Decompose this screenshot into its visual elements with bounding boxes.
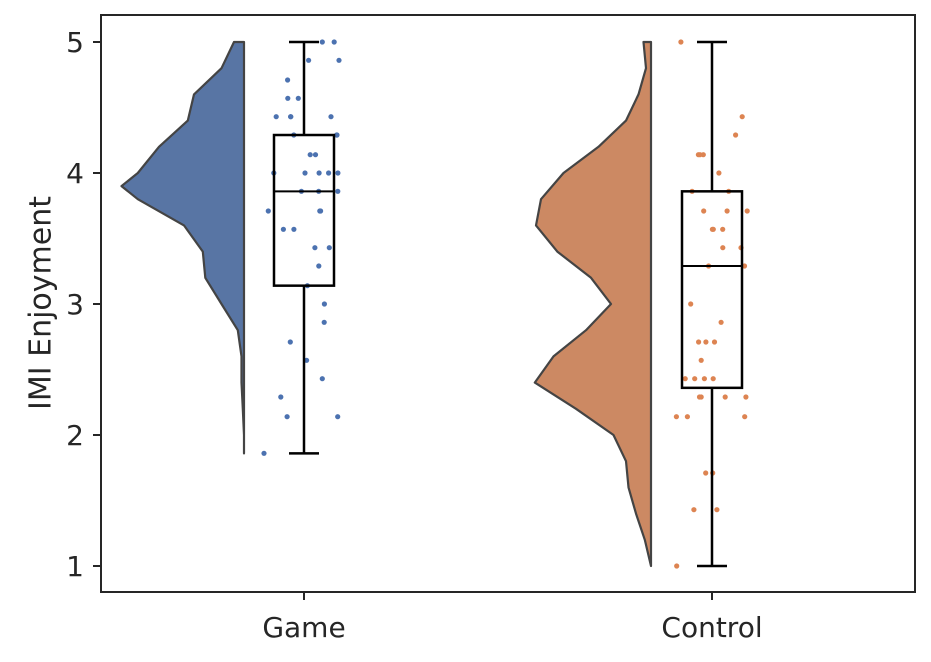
point-control — [701, 376, 708, 382]
box-game — [272, 133, 336, 287]
point-control — [743, 394, 749, 400]
point-game — [278, 394, 284, 400]
point-control — [720, 226, 726, 232]
point-game — [312, 152, 319, 158]
point-control — [709, 226, 716, 232]
point-control — [701, 208, 707, 214]
point-game — [326, 245, 332, 251]
point-control — [710, 376, 716, 382]
point-control — [692, 376, 698, 382]
point-game — [306, 57, 312, 63]
point-control — [695, 152, 702, 158]
point-game — [328, 114, 334, 120]
x-tick-label: Game — [262, 611, 345, 644]
point-control — [720, 245, 726, 251]
point-control — [722, 394, 728, 400]
point-game — [319, 39, 325, 45]
point-game — [307, 152, 313, 158]
point-control — [674, 563, 680, 569]
point-game — [321, 319, 327, 325]
point-control — [673, 414, 680, 420]
point-control — [711, 339, 718, 345]
point-game — [284, 414, 290, 420]
point-control — [703, 339, 709, 345]
point-control — [733, 132, 739, 138]
point-game — [280, 226, 286, 232]
point-game — [273, 114, 279, 120]
point-control — [684, 414, 691, 420]
point-game — [302, 170, 308, 176]
point-game — [291, 226, 297, 232]
violin-control — [533, 40, 653, 568]
point-control — [682, 376, 688, 382]
point-game — [265, 208, 271, 214]
point-game — [304, 357, 310, 363]
point-game — [316, 170, 322, 176]
point-control — [678, 39, 684, 45]
point-game — [336, 57, 342, 63]
plot-layer — [120, 39, 750, 569]
point-game — [285, 77, 291, 83]
point-control — [716, 170, 722, 176]
point-game — [335, 414, 341, 420]
point-control — [688, 301, 694, 307]
point-control — [718, 319, 724, 325]
point-control — [696, 394, 703, 400]
violin-game — [120, 40, 246, 455]
x-axis: Game Control — [262, 592, 763, 644]
point-control — [714, 507, 720, 513]
point-game — [331, 39, 337, 45]
point-game — [287, 339, 293, 345]
point-control — [698, 357, 704, 363]
y-axis: 1 2 3 4 5 — [66, 26, 101, 583]
point-game — [288, 114, 294, 120]
point-game — [334, 132, 340, 138]
point-game — [261, 450, 267, 456]
point-game — [321, 301, 327, 307]
point-game — [316, 263, 322, 269]
point-game — [312, 245, 318, 251]
point-control — [744, 208, 750, 214]
y-tick-label: 3 — [66, 288, 84, 321]
point-game — [285, 95, 291, 101]
point-game — [295, 95, 301, 101]
point-control — [700, 152, 706, 158]
point-game — [317, 208, 323, 214]
point-control — [703, 470, 709, 476]
point-control — [739, 114, 745, 120]
x-tick-label: Control — [661, 611, 762, 644]
point-control — [742, 414, 748, 420]
y-axis-label: IMI Enjoyment — [24, 196, 59, 410]
box-control — [680, 190, 744, 390]
point-control — [691, 507, 697, 513]
point-game — [319, 376, 325, 382]
y-tick-label: 1 — [66, 550, 84, 583]
point-game — [326, 170, 332, 176]
point-game — [335, 170, 341, 176]
y-tick-label: 4 — [66, 157, 84, 190]
y-tick-label: 2 — [66, 419, 84, 452]
y-tick-label: 5 — [66, 26, 84, 59]
point-game — [335, 188, 341, 194]
point-control — [696, 339, 702, 345]
point-control — [724, 208, 730, 214]
